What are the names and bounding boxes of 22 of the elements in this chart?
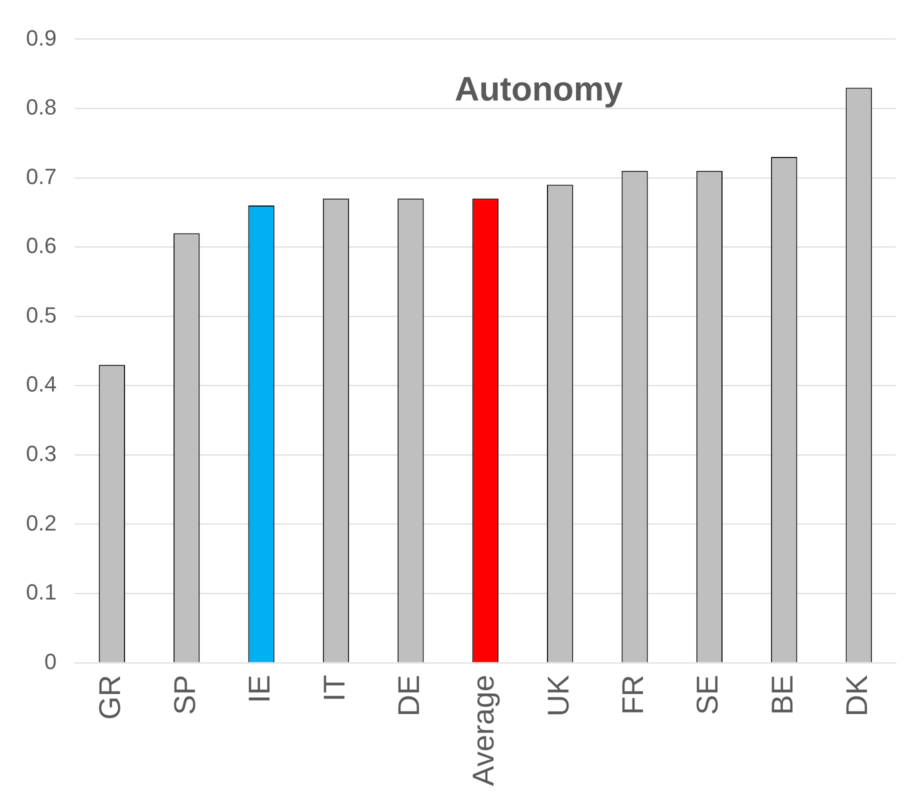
x-tick-label: FR [617, 674, 650, 715]
x-tick-label: BE [766, 674, 800, 715]
y-tick-label: 0.4 [26, 372, 57, 397]
y-tick-label: 0.8 [26, 94, 57, 120]
y-tick-label: 0.5 [26, 302, 57, 328]
x-tick-label: SP [168, 674, 202, 715]
x-tick-label: UK [542, 674, 576, 716]
x-tick-label: DK [841, 674, 874, 716]
y-tick-label: 0.2 [26, 510, 57, 536]
y-tick-label: 0.1 [26, 580, 57, 605]
y-tick-label: 0.3 [26, 441, 57, 466]
x-tick-label: DE [392, 674, 426, 716]
x-tick-label: SE [692, 674, 725, 715]
y-tick-label: 0 [44, 648, 57, 674]
x-tick-label: Average [468, 674, 501, 786]
y-tick-label: 0.6 [26, 233, 57, 258]
y-tick-label: 0.9 [26, 25, 57, 50]
text: Autonomy [454, 70, 623, 109]
y-tick-label: 0.7 [26, 164, 57, 189]
x-tick-label: GR [94, 674, 128, 720]
x-tick-label: IT [318, 674, 352, 702]
x-tick-label: IE [244, 674, 277, 704]
